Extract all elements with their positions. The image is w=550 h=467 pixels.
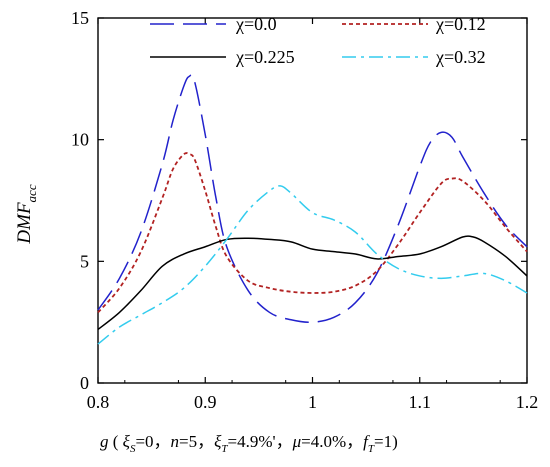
xlabel-sep3: ， xyxy=(276,432,293,451)
legend-label-1: χ=0.12 xyxy=(435,14,486,34)
xlabel-f-sub: T xyxy=(368,443,375,455)
xlabel-xi-s: ξ xyxy=(123,432,131,451)
axes: 0.8 0.9 1 1.1 1.2 0 5 10 15 xyxy=(71,8,538,412)
y-axis-label-sub: acc xyxy=(24,184,39,202)
series-line-0 xyxy=(97,74,528,323)
legend-label-2: χ=0.225 xyxy=(235,47,295,67)
series-line-3 xyxy=(97,185,528,345)
series-layer xyxy=(97,74,528,345)
xlabel-n-val: =5 xyxy=(179,432,197,451)
xlabel-sep4: ， xyxy=(346,432,363,451)
x-tick-label: 1.2 xyxy=(516,392,539,412)
y-axis-label-main: DMF xyxy=(14,202,35,245)
xlabel-xi-s-sub: S xyxy=(130,443,136,455)
xlabel-f-val: =1) xyxy=(374,432,398,451)
legend-label-3: χ=0.32 xyxy=(435,47,486,67)
xlabel-mu: μ xyxy=(292,432,302,451)
x-axis-label: g ( ξS=0，n=5，ξT=4.9%'，μ=4.0%，fT=1) xyxy=(100,432,398,455)
xlabel-f: f xyxy=(363,432,370,451)
legend-label-0: χ=0.0 xyxy=(235,14,277,34)
xlabel-open: ( xyxy=(109,432,123,451)
y-tick-label: 0 xyxy=(80,373,89,393)
plot-border xyxy=(97,17,528,384)
xlabel-xi-t-sub: T xyxy=(221,443,228,455)
series-line-1 xyxy=(97,152,528,314)
xlabel-sep1: ， xyxy=(154,432,171,451)
y-tick-label: 15 xyxy=(71,8,89,28)
xlabel-xi-s-val: =0 xyxy=(135,432,153,451)
xlabel-xi-t-val: =4.9%' xyxy=(228,432,276,451)
xlabel-sep2: ， xyxy=(197,432,214,451)
x-tick-label: 1.1 xyxy=(409,392,432,412)
xlabel-xi-t: ξ xyxy=(214,432,222,451)
y-axis-label: DMFacc xyxy=(14,184,39,244)
y-tick-label: 10 xyxy=(71,130,89,150)
y-tick-label: 5 xyxy=(80,251,89,271)
x-tick-label: 0.9 xyxy=(194,392,217,412)
xlabel-n: n xyxy=(171,432,180,451)
plot-frame xyxy=(97,17,528,384)
x-tick-label: 1 xyxy=(308,392,317,412)
legend: χ=0.0 χ=0.12 χ=0.225 χ=0.32 xyxy=(150,14,486,67)
xlabel-mu-val: =4.0% xyxy=(301,432,346,451)
xlabel-var: g xyxy=(100,432,109,451)
series-line-2 xyxy=(97,235,528,331)
x-tick-label: 0.8 xyxy=(87,392,110,412)
